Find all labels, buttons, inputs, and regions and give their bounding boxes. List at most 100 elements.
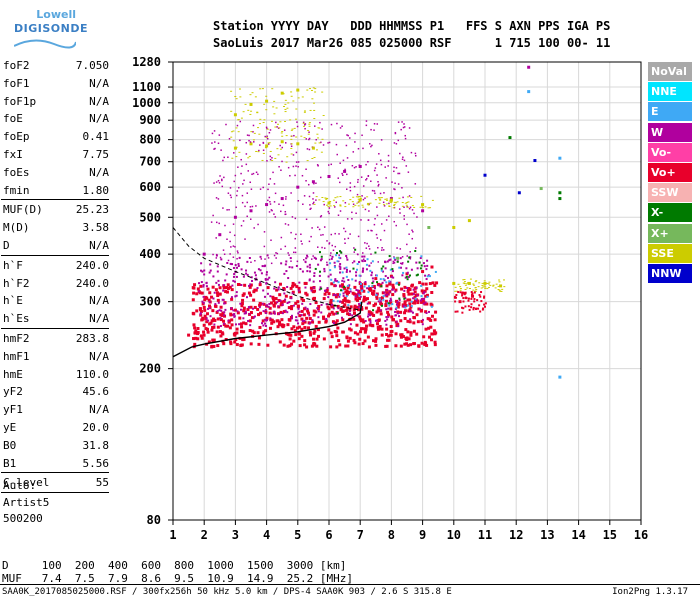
echo-point-vo- [296,300,300,304]
echo-cluster-dot [359,295,362,298]
echo-cluster-dot [405,336,409,340]
echo-cluster-dot [269,318,273,322]
echo-cluster-dot [354,132,356,135]
echo-cluster-dot [364,306,368,310]
echo-cluster-dot [463,281,466,283]
echo-cluster-dot [385,198,388,200]
echo-cluster-dot [357,306,360,309]
echo-cluster-dot [338,343,342,347]
echo-cluster-dot [395,202,398,204]
echo-cluster-dot [387,154,390,157]
echo-cluster-dot [327,275,330,278]
echo-cluster-dot [414,152,417,155]
echo-cluster-dot [363,258,365,260]
x-tick-label: 5 [294,528,301,542]
echo-cluster-dot [367,219,370,221]
echo-cluster-dot [424,310,428,314]
echo-cluster-dot [215,221,218,224]
echo-cluster-dot [332,281,335,284]
echo-cluster-dot [271,88,274,90]
echo-cluster-dot [421,204,424,206]
echo-cluster-dot [314,91,317,93]
echo-cluster-dot [367,160,369,163]
echo-cluster-dot [402,262,404,264]
echo-cluster-dot [347,237,350,240]
echo-cluster-dot [268,311,272,315]
echo-cluster-dot [396,310,400,314]
echo-cluster-dot [334,232,336,235]
param-name: yF2 [3,385,23,399]
echo-cluster-dot [313,118,316,120]
echo-cluster-dot [222,159,224,162]
echo-cluster-dot [371,292,375,296]
echo-cluster-dot [332,293,335,296]
echo-cluster-dot [400,128,402,131]
echo-cluster-dot [348,270,351,273]
echo-cluster-dot [308,240,311,243]
echo-cluster-dot [303,320,307,324]
echo-cluster-dot [235,343,239,347]
echo-cluster-dot [265,109,268,111]
echo-cluster-dot [311,320,315,324]
echo-cluster-dot [362,185,365,187]
echo-cluster-dot [287,252,289,254]
echo-cluster-dot [334,278,337,281]
plot-frame [172,61,642,521]
echo-cluster-dot [408,302,412,306]
echo-cluster-dot [330,163,333,166]
echo-cluster-dot [216,294,220,298]
echo-cluster-dot [294,237,296,240]
echo-cluster-dot [218,182,221,184]
echo-cluster-dot [261,88,264,90]
echo-cluster-dot [424,294,428,298]
echo-cluster-dot [499,290,502,292]
param-row: foEp 0.41 [1,128,109,146]
echo-cluster-dot [367,175,370,177]
echo-cluster-dot [402,156,404,158]
echo-cluster-dot [317,263,320,266]
param-name: foF1p [3,94,37,108]
echo-cluster-dot [407,171,410,173]
echo-cluster-dot [391,181,393,183]
echo-cluster-dot [329,200,332,202]
echo-cluster-dot [272,303,276,307]
echo-cluster-dot [305,218,308,221]
echo-cluster-dot [320,141,322,144]
echo-cluster-dot [288,301,291,304]
echo-cluster-dot [207,340,211,344]
echo-cluster-dot [346,134,348,136]
echo-cluster-dot [345,308,349,312]
echo-cluster-dot [415,313,419,317]
echo-point-w [311,180,315,184]
echo-cluster-dot [359,330,363,334]
param-value: N/A [89,165,109,179]
echo-cluster-dot [414,155,417,157]
echo-cluster-dot [346,284,349,287]
echo-cluster-dot [401,121,403,123]
echo-cluster-dot [374,192,376,195]
echo-cluster-dot [330,282,334,286]
echo-cluster-dot [402,126,405,129]
echo-cluster-dot [203,298,207,302]
echo-cluster-dot [353,185,356,188]
echo-cluster-dot [370,274,373,277]
echo-cluster-dot [336,260,339,263]
echo-cluster-dot [384,267,387,270]
echo-cluster-dot [369,202,372,204]
echo-cluster-dot [310,289,313,292]
echo-cluster-dot [280,169,282,171]
echo-cluster-dot [251,173,253,176]
echo-cluster-dot [403,297,406,300]
echo-cluster-dot [285,270,288,273]
param-row: h`F2 240.0 [1,275,109,293]
echo-cluster-dot [315,199,317,201]
echo-cluster-dot [285,198,287,200]
echo-cluster-dot [394,132,397,135]
echo-cluster-dot [488,281,491,283]
echo-cluster-dot [281,312,284,315]
echo-cluster-dot [225,123,227,126]
echo-cluster-dot [403,126,406,128]
echo-point-sse [467,219,471,223]
echo-cluster-dot [339,204,342,206]
echo-cluster-dot [478,294,481,297]
